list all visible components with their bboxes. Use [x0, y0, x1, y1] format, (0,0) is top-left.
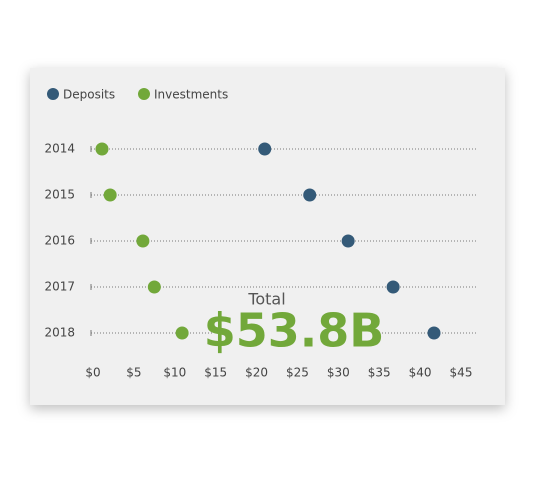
dot [103, 188, 117, 202]
legend-label: Investments [154, 88, 228, 102]
x-tick-label: $5 [126, 366, 141, 380]
y-tick-label: 2017 [44, 280, 75, 294]
dot [175, 326, 189, 340]
dot [303, 188, 317, 202]
x-tick-label: $35 [368, 366, 391, 380]
dot [95, 142, 109, 156]
x-tick-label: $40 [409, 366, 432, 380]
y-tick-label: 2016 [44, 234, 75, 248]
dot [147, 280, 161, 294]
y-tick-label: 2018 [44, 326, 75, 340]
x-tick-label: $20 [245, 366, 268, 380]
x-tick-label: $10 [163, 366, 186, 380]
annotation-backdrop [214, 308, 374, 358]
x-tick-label: $30 [327, 366, 350, 380]
annotation-label: Total [247, 290, 285, 309]
dot [341, 234, 355, 248]
dot [427, 326, 441, 340]
legend-label: Deposits [63, 88, 115, 102]
dot [386, 280, 400, 294]
x-tick-label: $45 [450, 366, 473, 380]
annotation-value: $53.8B [204, 304, 385, 358]
legend-marker [138, 88, 150, 100]
x-tick-label: $0 [85, 366, 100, 380]
y-tick-label: 2015 [44, 188, 75, 202]
y-tick-label: 2014 [44, 142, 75, 156]
x-tick-label: $15 [204, 366, 227, 380]
dot [258, 142, 272, 156]
x-tick-label: $25 [286, 366, 309, 380]
dot [136, 234, 150, 248]
legend-marker [47, 88, 59, 100]
